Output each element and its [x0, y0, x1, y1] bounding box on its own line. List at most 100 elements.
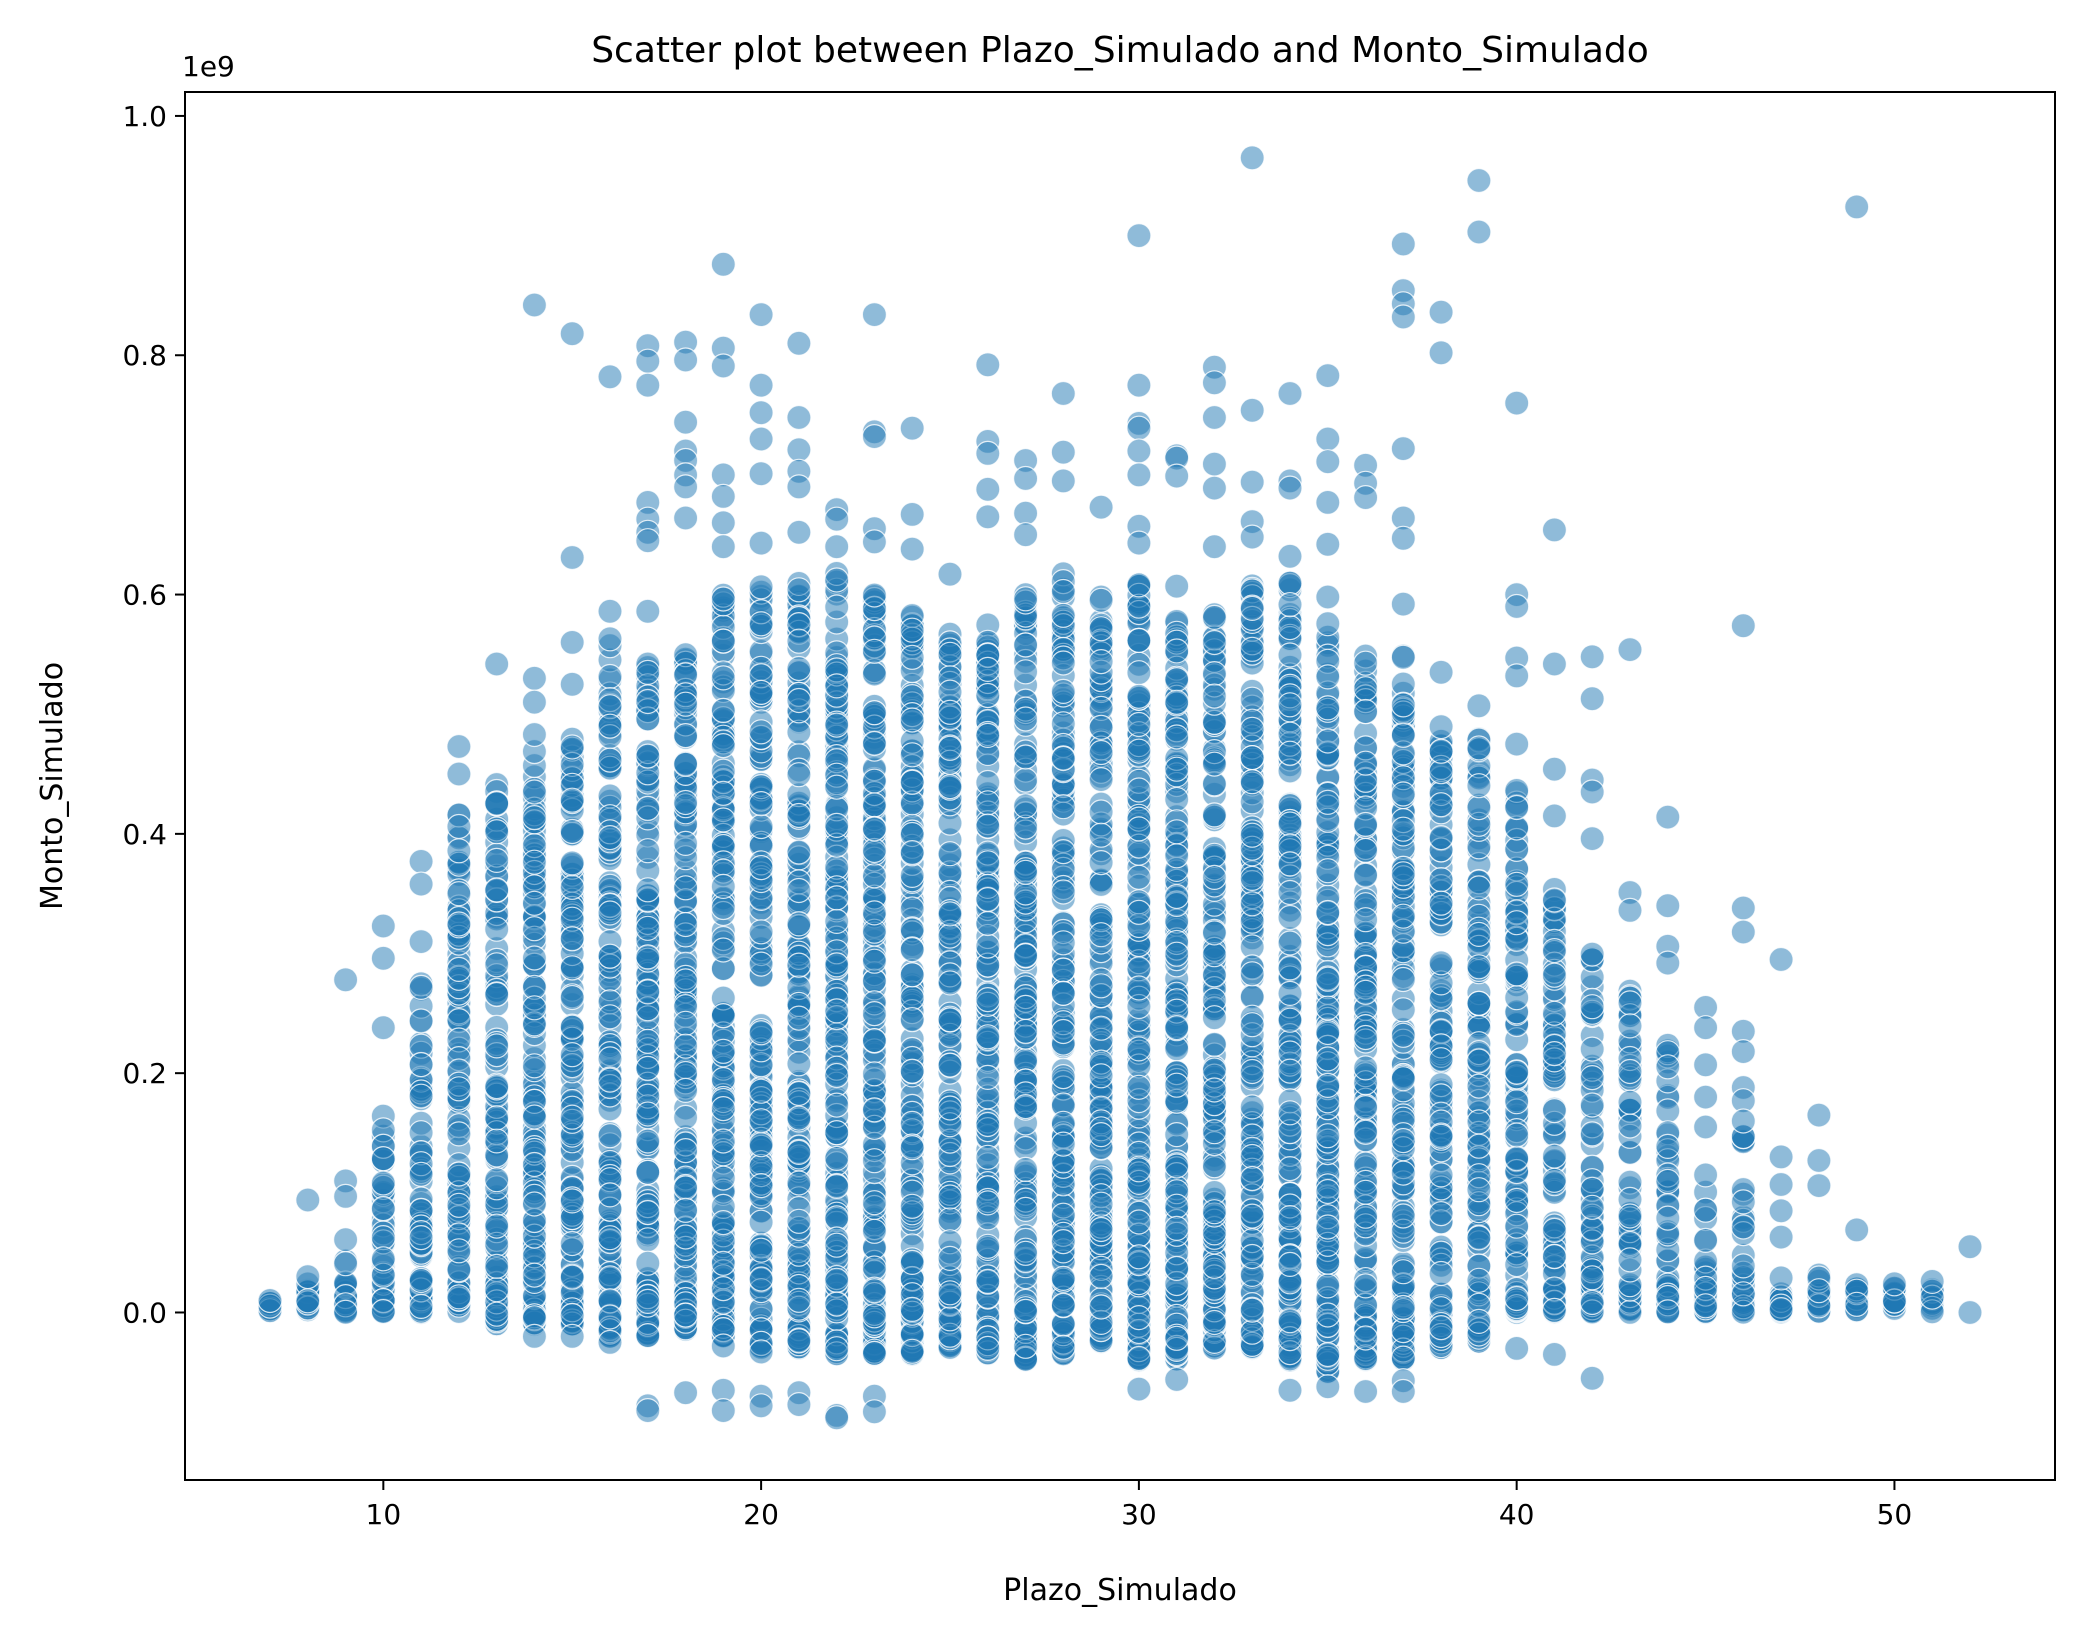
data-point	[1126, 1304, 1152, 1331]
data-point	[1390, 1160, 1416, 1186]
data-point	[1088, 1191, 1114, 1217]
data-point	[484, 1128, 510, 1154]
data-point	[975, 1064, 1001, 1091]
data-point	[1390, 997, 1416, 1023]
data-point	[635, 795, 661, 821]
data-point	[672, 1033, 699, 1059]
data-point	[1088, 799, 1114, 825]
data-point	[1126, 816, 1152, 842]
data-point	[1239, 716, 1265, 742]
data-point	[1239, 769, 1265, 795]
data-point	[861, 661, 888, 687]
data-point	[861, 730, 888, 757]
data-point	[748, 1209, 774, 1235]
data-point	[824, 952, 850, 978]
data-point	[559, 1014, 585, 1040]
data-point	[521, 995, 548, 1021]
data-point	[1088, 849, 1114, 876]
data-point	[710, 697, 736, 724]
data-point	[484, 1105, 510, 1131]
data-point	[1201, 629, 1228, 656]
data-point	[1390, 692, 1416, 718]
data-point	[1126, 711, 1152, 738]
data-point	[975, 933, 1001, 959]
data-point	[1012, 793, 1039, 819]
data-point	[1012, 659, 1039, 685]
data-point	[748, 854, 774, 881]
data-point	[1050, 711, 1076, 737]
data-point	[1050, 957, 1076, 983]
data-point	[824, 812, 850, 839]
data-point	[748, 1172, 774, 1199]
data-point	[1390, 644, 1416, 670]
data-point	[1126, 899, 1152, 925]
data-point	[975, 886, 1001, 913]
data-point	[710, 1038, 736, 1064]
data-point	[899, 1110, 925, 1137]
data-point	[672, 1302, 699, 1328]
data-point	[672, 722, 699, 749]
data-point	[1390, 781, 1416, 807]
data-point	[710, 807, 736, 833]
data-point	[1428, 1162, 1454, 1188]
data-point	[748, 1266, 774, 1292]
data-point	[1126, 683, 1152, 709]
data-point	[937, 1052, 963, 1078]
data-point	[1239, 686, 1265, 712]
data-point	[559, 984, 585, 1011]
data-point	[748, 1132, 774, 1158]
data-point	[1050, 879, 1076, 905]
data-point	[521, 1053, 548, 1079]
data-point	[1012, 706, 1039, 732]
data-point	[1277, 851, 1303, 877]
data-point	[1012, 814, 1039, 840]
data-point	[861, 768, 888, 794]
data-point	[1315, 664, 1341, 690]
data-point	[1428, 866, 1454, 893]
data-point	[672, 1137, 699, 1164]
data-point	[1352, 1119, 1379, 1145]
data-point	[635, 1250, 661, 1276]
data-point	[521, 779, 548, 805]
data-point	[861, 863, 888, 889]
data-point	[786, 1005, 812, 1031]
data-point	[1277, 1251, 1303, 1278]
data-point	[1050, 1063, 1076, 1090]
data-point	[899, 1249, 925, 1276]
data-point	[333, 1227, 359, 1253]
data-point	[1201, 1309, 1228, 1336]
data-point	[937, 773, 963, 800]
data-point	[1277, 1155, 1303, 1182]
data-point	[975, 986, 1001, 1013]
data-point	[597, 747, 623, 773]
data-point	[446, 813, 472, 840]
data-point	[1050, 794, 1076, 820]
data-point	[1390, 903, 1416, 929]
data-point	[1050, 838, 1076, 865]
data-point	[937, 1245, 963, 1272]
data-point	[1088, 766, 1114, 793]
data-point	[710, 628, 736, 654]
data-point	[1126, 1157, 1152, 1183]
data-point	[1126, 593, 1152, 619]
data-point	[295, 1288, 321, 1314]
data-point	[824, 774, 850, 800]
data-point	[975, 656, 1001, 683]
data-point	[975, 1024, 1001, 1050]
data-point	[1428, 890, 1454, 916]
data-point	[1428, 792, 1454, 818]
data-point	[1164, 1014, 1190, 1041]
data-point	[1239, 891, 1265, 917]
data-point	[635, 1055, 661, 1081]
data-point	[597, 1304, 623, 1330]
data-point	[1012, 632, 1039, 658]
data-point	[1050, 650, 1076, 676]
data-point	[975, 910, 1001, 937]
data-point	[1126, 1074, 1152, 1100]
data-point	[1315, 1273, 1341, 1299]
data-point	[1315, 858, 1341, 884]
data-point	[635, 1128, 661, 1154]
data-point	[1239, 1203, 1265, 1229]
data-point	[1428, 950, 1454, 976]
data-point	[861, 1303, 888, 1329]
